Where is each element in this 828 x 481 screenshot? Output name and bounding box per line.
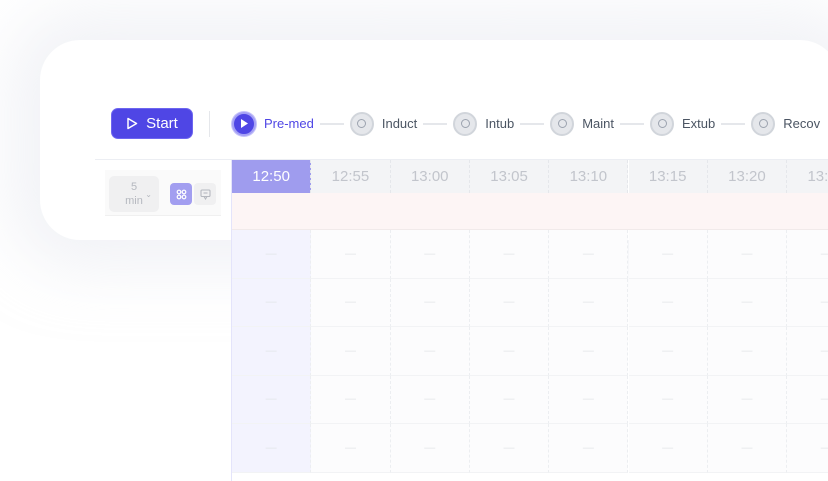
phase-step-label: Induct xyxy=(381,116,418,131)
start-button[interactable]: Start xyxy=(111,108,193,139)
phase-step[interactable]: Pre-med xyxy=(232,111,314,136)
grid-cell[interactable]: — xyxy=(787,230,828,279)
grid-icon xyxy=(176,189,186,199)
chevron-down-icon: ⌄ xyxy=(145,190,152,199)
pending-circle-icon xyxy=(550,111,575,136)
step-connector xyxy=(423,122,448,125)
grid-cell[interactable]: — xyxy=(787,327,828,376)
grid-controls: 5 min ⌄ xyxy=(105,170,221,216)
grid-cell[interactable]: — xyxy=(311,278,391,327)
grid-cell[interactable]: — xyxy=(311,424,391,473)
grid-cell[interactable]: — xyxy=(628,278,708,327)
grid-cell[interactable]: — xyxy=(787,278,828,327)
grid-cell[interactable]: — xyxy=(787,375,828,424)
grid-cell[interactable]: — xyxy=(390,327,470,376)
pending-circle-icon xyxy=(349,111,374,136)
time-header: 13:20 xyxy=(707,160,788,193)
pending-circle-icon xyxy=(453,111,478,136)
phase-step[interactable]: Maint xyxy=(550,111,614,136)
phase-step[interactable]: Intub xyxy=(453,111,515,136)
grid-cell[interactable]: — xyxy=(707,375,788,424)
interval-unit: min xyxy=(125,195,143,207)
grid-cell[interactable]: — xyxy=(232,327,312,376)
grid-cell[interactable]: — xyxy=(469,230,550,279)
grid-cell[interactable]: — xyxy=(390,278,470,327)
grid-cell[interactable]: — xyxy=(232,278,312,327)
interval-select[interactable]: 5 min ⌄ xyxy=(109,176,159,212)
grid-cell[interactable]: — xyxy=(787,424,828,473)
grid-cell[interactable]: — xyxy=(311,327,391,376)
step-connector xyxy=(620,122,644,125)
grid-cell[interactable]: — xyxy=(707,278,788,327)
play-icon xyxy=(127,117,138,130)
time-header: 12:50 xyxy=(232,160,312,193)
grid-cell[interactable]: — xyxy=(232,375,312,424)
phase-toolbar: Start Pre-med Induct Intub Maint Extub Recov xyxy=(95,88,828,160)
timeline-grid: 12:5012:5513:0013:0513:1013:1513:2013:25… xyxy=(231,160,828,481)
grid-cell[interactable]: — xyxy=(549,375,629,424)
grid-cell[interactable]: — xyxy=(469,424,550,473)
step-connector xyxy=(721,122,746,125)
time-header: 13:00 xyxy=(390,160,470,193)
comment-icon xyxy=(199,188,211,200)
grid-cell[interactable]: — xyxy=(469,327,550,376)
grid-cell[interactable]: — xyxy=(311,230,391,279)
grid-cell[interactable]: — xyxy=(311,375,391,424)
grid-view-button[interactable] xyxy=(170,183,192,205)
phase-stepper: Pre-med Induct Intub Maint Extub Recov xyxy=(232,111,821,136)
grid-cell[interactable]: — xyxy=(390,424,470,473)
event-band[interactable] xyxy=(232,193,828,230)
pending-circle-icon xyxy=(751,111,776,136)
pending-circle-icon xyxy=(650,111,674,136)
grid-cell[interactable]: — xyxy=(628,424,708,473)
play-icon xyxy=(232,111,256,136)
grid-cell[interactable]: — xyxy=(390,230,470,279)
grid-cell[interactable]: — xyxy=(628,327,708,376)
grid-cell[interactable]: — xyxy=(549,327,629,376)
phase-step[interactable]: Induct xyxy=(349,111,418,136)
grid-cell[interactable]: — xyxy=(707,327,788,376)
chart-view-button[interactable] xyxy=(194,183,216,205)
grid-cell[interactable]: — xyxy=(628,230,708,279)
time-header: 12:55 xyxy=(311,160,391,193)
time-header: 13:05 xyxy=(469,160,550,193)
time-header: 13:25 xyxy=(787,160,828,193)
grid-cell[interactable]: — xyxy=(549,424,629,473)
phase-step-label: Recov xyxy=(783,116,821,131)
phase-step[interactable]: Extub xyxy=(650,111,716,136)
grid-cell[interactable]: — xyxy=(232,230,312,279)
grid-cell[interactable]: — xyxy=(707,424,788,473)
grid-cell[interactable]: — xyxy=(707,230,788,279)
grid-cell[interactable]: — xyxy=(469,375,550,424)
step-connector xyxy=(319,122,344,125)
grid-cell[interactable]: — xyxy=(549,278,629,327)
grid-cell[interactable]: — xyxy=(628,375,708,424)
phase-step[interactable]: Recov xyxy=(751,111,821,136)
grid-cell[interactable]: — xyxy=(390,375,470,424)
phase-step-label: Pre-med xyxy=(264,116,314,131)
time-header: 13:15 xyxy=(628,160,708,193)
grid-cell[interactable]: — xyxy=(232,424,312,473)
grid-cell[interactable]: — xyxy=(469,278,550,327)
divider xyxy=(209,110,210,137)
phase-step-label: Maint xyxy=(582,116,614,131)
start-label: Start xyxy=(146,115,178,132)
phase-step-label: Extub xyxy=(682,116,716,131)
phase-step-label: Intub xyxy=(485,116,515,131)
interval-value: 5 xyxy=(130,181,138,193)
time-header: 13:10 xyxy=(549,160,629,193)
grid-cell[interactable]: — xyxy=(549,230,629,279)
step-connector xyxy=(520,122,545,125)
